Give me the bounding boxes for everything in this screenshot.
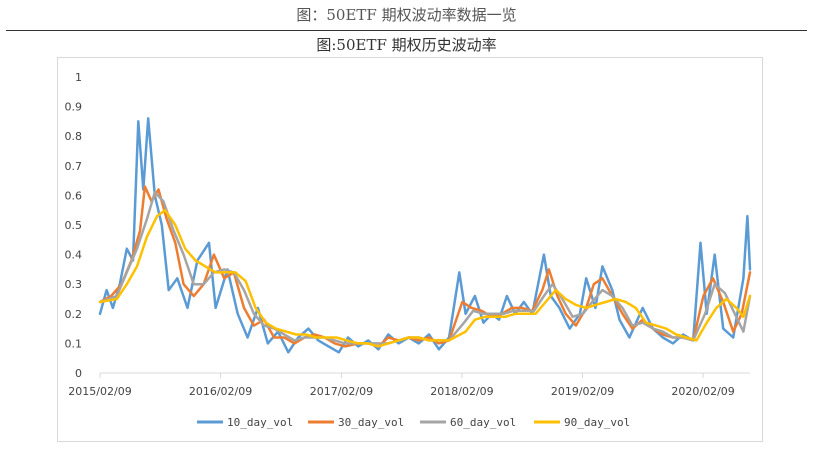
x-tick-label: 2019/02/09: [551, 385, 614, 398]
x-tick-label: 2016/02/09: [189, 385, 252, 398]
y-tick-label: 0.3: [65, 278, 83, 291]
series-line-90_day_vol: [98, 208, 752, 348]
chart-frame: [57, 57, 763, 442]
chart-axes: 0 0.1 0.2 0.3 0.4 0.5 0.6 0.7 0.8 0.9 1 2015/02/09 2…: [65, 71, 750, 398]
title-divider: [6, 30, 807, 31]
series-line-30_day_vol: [98, 185, 752, 348]
y-tick-label: 1: [75, 71, 82, 84]
y-tick-label: 0.5: [65, 219, 83, 232]
y-tick-label: 0.9: [65, 101, 83, 114]
legend-label-60_day_vol: 60_day_vol: [450, 416, 516, 429]
y-tick-label: 0: [75, 367, 82, 380]
x-tick-label: 2015/02/09: [68, 385, 131, 398]
x-tick-label: 2020/02/09: [671, 385, 734, 398]
legend-label-30_day_vol: 30_day_vol: [338, 416, 404, 429]
legend-label-90_day_vol: 90_day_vol: [564, 416, 630, 429]
y-tick-label: 0.4: [65, 249, 83, 262]
chart-series-lines: [98, 117, 752, 354]
page-title: 图：50ETF 期权波动率数据一览: [296, 6, 517, 24]
x-tick-label: 2018/02/09: [430, 385, 493, 398]
chart-title: 图:50ETF 期权历史波动率: [316, 36, 497, 54]
y-tick-label: 0.8: [65, 130, 83, 143]
series-line-60_day_vol: [98, 191, 752, 345]
y-tick-label: 0.1: [65, 337, 83, 350]
x-tick-label: 2017/02/09: [310, 385, 373, 398]
series-line-10_day_vol: [98, 117, 752, 354]
y-tick-label: 0.7: [65, 160, 83, 173]
chart-legend: 10_day_vol 30_day_vol 60_day_vol 90_day_vol: [197, 416, 630, 429]
y-tick-label: 0.6: [65, 189, 83, 202]
y-tick-label: 0.2: [65, 308, 83, 321]
legend-label-10_day_vol: 10_day_vol: [227, 416, 293, 429]
